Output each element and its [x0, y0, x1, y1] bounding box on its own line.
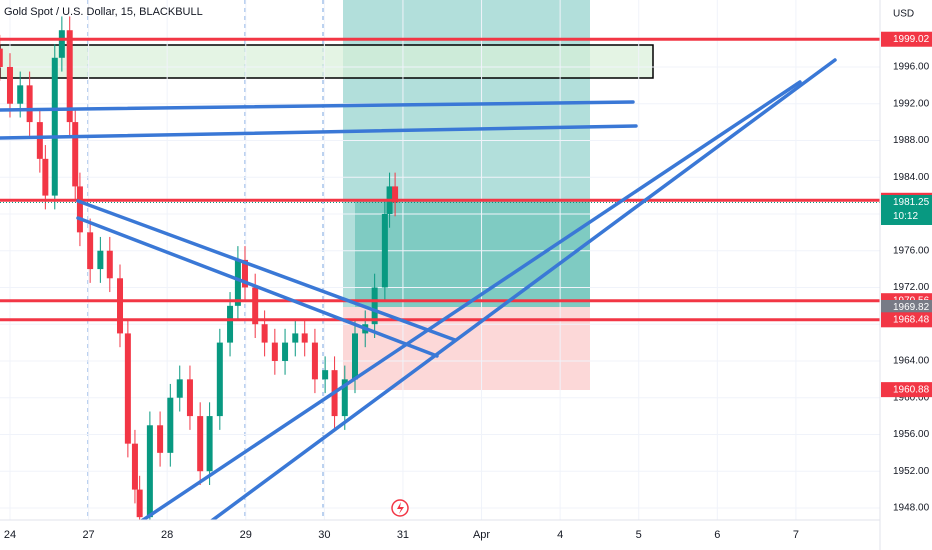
y-tick-label: 1948.00	[893, 503, 930, 514]
candle-body	[341, 379, 348, 417]
candle-body	[227, 305, 234, 343]
x-tick-label: 7	[793, 529, 799, 541]
candle-body	[311, 342, 318, 380]
plot	[0, 16, 880, 520]
candle-body	[282, 342, 289, 361]
x-tick-label: 24	[4, 529, 16, 541]
candle-body	[106, 250, 113, 279]
candle-body	[206, 416, 213, 472]
candle-body	[241, 259, 248, 288]
trend-line	[76, 199, 457, 342]
price-label: 1999.02	[893, 34, 930, 45]
y-tick-label: 1960.00	[893, 392, 930, 403]
candle-body	[51, 57, 58, 196]
candle-body	[66, 30, 73, 123]
x-tick-label: 4	[557, 529, 563, 541]
candle-body	[252, 287, 259, 325]
y-tick-label: 1972.00	[893, 282, 930, 293]
candle-body	[0, 48, 3, 67]
price-label-bg	[881, 382, 932, 398]
price-label-bg	[881, 194, 932, 225]
grid	[0, 0, 880, 520]
supply-zone	[0, 44, 654, 79]
candle-body	[87, 232, 94, 270]
price-label-bg	[881, 299, 932, 315]
event-icon[interactable]	[391, 499, 409, 517]
candle-body	[392, 186, 399, 203]
candle-body	[131, 443, 138, 490]
x-tick-label: 29	[240, 529, 252, 541]
y-tick-label: 1964.00	[893, 356, 930, 367]
candle-body	[26, 85, 33, 123]
price-label-bg	[881, 31, 932, 47]
y-tick-label: 1992.00	[893, 98, 930, 109]
countdown-label: 10:12	[893, 211, 918, 222]
candle-body	[292, 333, 299, 343]
currency-label: USD	[893, 9, 914, 20]
chart-title: Gold Spot / U.S. Dollar, 15, BLACKBULL	[4, 6, 203, 18]
price-label-bg	[881, 312, 932, 328]
candle-body	[136, 489, 143, 518]
trend-line	[76, 216, 439, 358]
candle-body	[42, 158, 49, 196]
candle-body	[301, 333, 308, 343]
candle-body	[381, 213, 388, 288]
x-tick-label: 5	[636, 529, 642, 541]
candle-body	[167, 397, 174, 453]
candle-body	[234, 259, 241, 306]
x-tick-label: 31	[397, 529, 409, 541]
candle-body	[352, 333, 359, 380]
candle-body	[58, 30, 65, 58]
candle-body	[97, 250, 104, 270]
axes: 1948.00 1952.00 1956.00 1960.00 1964.00 1968.…	[4, 31, 932, 541]
trend-line	[0, 100, 635, 112]
price-label: 1968.48	[893, 314, 930, 325]
trend-lines	[0, 58, 837, 520]
y-tick-label: 1956.00	[893, 429, 930, 440]
event-bolt[interactable]	[397, 502, 404, 514]
x-tick-label: 6	[714, 529, 720, 541]
candle-body	[146, 425, 153, 518]
candle-body	[6, 66, 13, 104]
candle-body	[216, 342, 223, 417]
y-tick-label: 1988.00	[893, 135, 930, 146]
candle-body	[124, 333, 131, 444]
candle-body	[117, 278, 124, 334]
candle-body	[322, 370, 329, 380]
x-tick-label: 27	[82, 529, 94, 541]
trend-line	[139, 80, 802, 520]
profit-filled	[355, 201, 590, 307]
candle-body	[36, 122, 43, 159]
candle-body	[17, 85, 24, 104]
y-tick-label: 1976.00	[893, 245, 930, 256]
x-tick-label: Apr	[473, 529, 490, 541]
y-tick-label: 1996.00	[893, 62, 930, 73]
candle-body	[157, 425, 164, 453]
price-label: 1960.88	[893, 384, 930, 395]
candle-body	[186, 379, 193, 417]
candle-body	[197, 416, 204, 472]
candle-body	[261, 324, 268, 343]
candle-body	[271, 342, 278, 361]
x-tick-label: 30	[318, 529, 330, 541]
trend-line	[209, 58, 837, 520]
trend-line	[0, 124, 638, 140]
y-tick-label: 1984.00	[893, 172, 930, 183]
y-tick-label: 1952.00	[893, 466, 930, 477]
candle-body	[176, 379, 183, 398]
price-label: 1969.82	[893, 302, 930, 313]
candle-body	[76, 186, 83, 233]
x-tick-label: 28	[161, 529, 173, 541]
candle-body	[72, 122, 79, 187]
candle-body	[371, 287, 378, 325]
price-label: 1981.25	[893, 197, 930, 208]
